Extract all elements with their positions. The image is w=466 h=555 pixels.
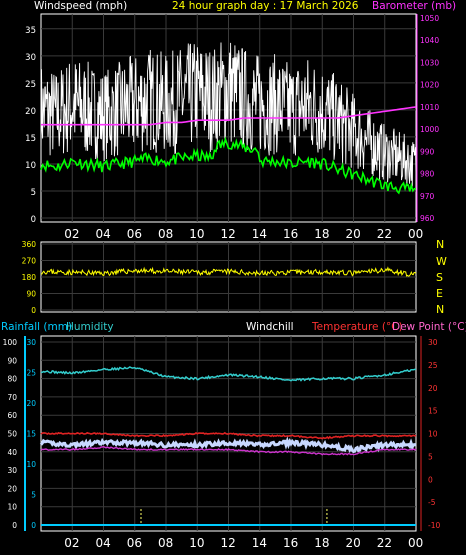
direction-compass-label: N xyxy=(436,303,444,316)
wind-y-tick-label: 10 xyxy=(25,161,36,171)
baro-y-tick-label: 980 xyxy=(420,170,435,179)
humidity-y-tick-label: 70 xyxy=(7,393,17,402)
x-tick-label: 22 xyxy=(377,536,392,550)
x-tick-label: 04 xyxy=(96,536,111,550)
baro-y-tick-label: 970 xyxy=(420,192,435,201)
humidity-y-tick-label: 10 xyxy=(7,503,17,512)
temperature-y-tick-label: 20 xyxy=(428,384,438,393)
dewpoint-title: Dew Point (°C) xyxy=(392,321,466,333)
x-tick-label: 18 xyxy=(314,536,329,550)
rainfall-y-tick-label: 5 xyxy=(31,491,36,500)
rainfall-y-tick-label: 10 xyxy=(26,460,36,469)
humidity-y-tick-label: 40 xyxy=(7,448,17,457)
x-tick-label: 22 xyxy=(377,227,392,241)
baro-y-tick-label: 1000 xyxy=(420,125,439,134)
baro-y-tick-label: 1040 xyxy=(420,36,439,45)
baro-y-tick-label: 1030 xyxy=(420,58,439,67)
windchill-title: Windchill xyxy=(246,321,294,333)
wind-y-tick-label: 30 xyxy=(25,53,36,63)
temperature-y-tick-label: 0 xyxy=(428,475,433,484)
temperature-y-tick-label: 30 xyxy=(428,338,438,347)
x-tick-label: 14 xyxy=(252,536,267,550)
windchill-series-line xyxy=(39,436,417,454)
rainfall-y-tick-label: 15 xyxy=(26,430,36,439)
direction-compass-label: S xyxy=(436,271,443,284)
humidity-series-line xyxy=(40,366,417,382)
humidity-y-tick-label: 20 xyxy=(7,484,17,493)
temperature-y-tick-label: 15 xyxy=(428,407,438,416)
x-tick-label: 12 xyxy=(221,536,236,550)
x-tick-label: 00 xyxy=(408,227,423,241)
dewpoint-series-line xyxy=(40,445,417,456)
barometer-series-line xyxy=(41,106,417,126)
humidity-y-tick-label: 50 xyxy=(7,430,17,439)
temperature-y-tick-label: -5 xyxy=(428,498,436,507)
wind-y-tick-label: 0 xyxy=(31,215,36,225)
x-tick-label: 06 xyxy=(127,536,142,550)
baro-y-tick-label: 960 xyxy=(420,214,435,223)
baro-y-tick-label: 1050 xyxy=(420,14,439,23)
windspeed-series-line xyxy=(40,42,417,187)
direction-series-line xyxy=(40,266,417,277)
rainfall-y-tick-label: 30 xyxy=(26,338,36,347)
x-tick-label: 14 xyxy=(252,227,267,241)
humidity-y-tick-label: 30 xyxy=(7,466,17,475)
wind-y-tick-label: 5 xyxy=(31,188,36,198)
humidity-y-tick-label: 60 xyxy=(7,411,17,420)
wind-y-tick-label: 20 xyxy=(25,107,36,117)
temperature-y-tick-label: -10 xyxy=(428,521,440,530)
x-tick-label: 02 xyxy=(64,536,79,550)
temperature-title: Temperature (°C) xyxy=(311,321,403,333)
x-tick-label: 10 xyxy=(189,227,204,241)
temperature-series-line xyxy=(40,431,417,440)
temperature-y-tick-label: 25 xyxy=(428,361,438,370)
x-tick-label: 20 xyxy=(346,227,361,241)
date-title: 24 hour graph day : 17 March 2026 xyxy=(172,0,359,12)
x-tick-label: 08 xyxy=(158,227,173,241)
direction-compass-label: W xyxy=(436,255,447,268)
baro-y-tick-label: 990 xyxy=(420,147,435,156)
x-tick-label: 10 xyxy=(189,536,204,550)
rainfall-y-tick-label: 20 xyxy=(26,399,36,408)
direction-y-tick-label: 270 xyxy=(22,257,37,266)
x-tick-label: 08 xyxy=(158,536,173,550)
humidity-y-tick-label: 0 xyxy=(12,521,17,530)
x-tick-label: 20 xyxy=(346,536,361,550)
temperature-y-tick-label: 5 xyxy=(428,452,433,461)
wind-y-tick-label: 35 xyxy=(25,26,36,36)
direction-y-tick-label: 0 xyxy=(31,306,36,315)
direction-y-tick-label: 90 xyxy=(26,290,36,299)
average-wind-series-line xyxy=(40,136,417,195)
direction-y-tick-label: 180 xyxy=(22,273,37,282)
temperature-y-tick-label: 10 xyxy=(428,430,438,439)
barometer-title: Barometer (mb) xyxy=(372,0,456,12)
wind-y-tick-label: 25 xyxy=(25,80,36,90)
baro-y-tick-label: 1020 xyxy=(420,81,439,90)
x-tick-label: 04 xyxy=(96,227,111,241)
x-tick-label: 02 xyxy=(64,227,79,241)
rainfall-y-tick-label: 0 xyxy=(31,521,36,530)
direction-y-tick-label: 360 xyxy=(22,240,37,249)
baro-y-tick-label: 1010 xyxy=(420,103,439,112)
x-tick-label: 12 xyxy=(221,227,236,241)
windspeed-title: Windspeed (mph) xyxy=(34,0,127,12)
x-tick-label: 18 xyxy=(314,227,329,241)
humidity-y-tick-label: 100 xyxy=(3,338,18,347)
humidity-y-tick-label: 80 xyxy=(7,375,17,384)
rainfall-y-tick-label: 25 xyxy=(26,369,36,378)
x-tick-label: 16 xyxy=(283,227,298,241)
rainfall-title: Rainfall (mm) xyxy=(1,321,72,333)
direction-compass-label: E xyxy=(436,287,443,300)
wind-y-tick-label: 15 xyxy=(25,134,36,144)
humidity-title: Humidity xyxy=(66,321,114,333)
x-tick-label: 00 xyxy=(408,536,423,550)
x-tick-label: 16 xyxy=(283,536,298,550)
x-tick-label: 06 xyxy=(127,227,142,241)
humidity-y-tick-label: 90 xyxy=(7,356,17,365)
direction-compass-label: N xyxy=(436,238,444,251)
